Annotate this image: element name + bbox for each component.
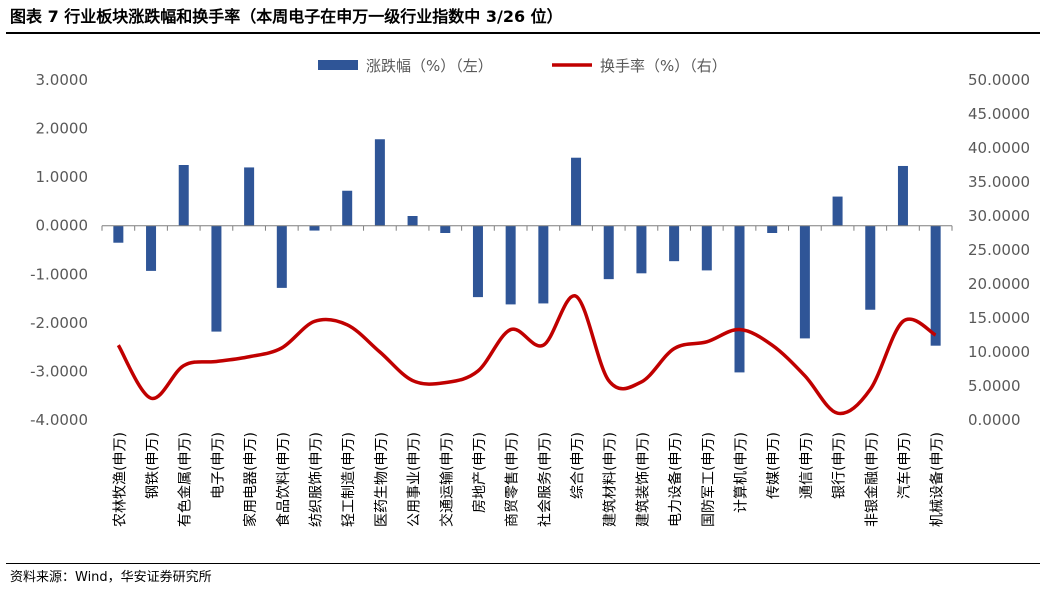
category-label: 医药生物(申万) xyxy=(374,432,390,527)
right-axis: 50.0000 45.0000 40.0000 35.0000 30.0000 25.00… xyxy=(968,71,1030,429)
bar xyxy=(571,157,582,226)
right-tick-label: 45.0000 xyxy=(968,105,1030,123)
left-tick-label: 3.0000 xyxy=(36,71,89,89)
left-tick-label: -4.0000 xyxy=(30,411,88,429)
turnover-line xyxy=(116,294,937,416)
bar xyxy=(440,225,451,233)
bar xyxy=(276,225,287,288)
right-tick-label: 5.0000 xyxy=(968,377,1021,395)
title-divider xyxy=(6,32,1040,34)
category-label: 有色金属(申万) xyxy=(177,432,194,527)
turnover-line-series xyxy=(116,294,937,416)
legend: 涨跌幅（%）（左） 换手率（%）（右） xyxy=(318,57,727,75)
right-tick-label: 40.0000 xyxy=(968,139,1030,157)
category-label: 食品饮料(申万) xyxy=(275,432,292,527)
category-label: 建筑材料(申万) xyxy=(603,432,619,527)
category-label: 传媒(申万) xyxy=(766,432,782,499)
left-axis: 3.0000 2.0000 1.0000 0.0000 -1.0000 -2.0000 -3… xyxy=(30,71,88,429)
right-tick-label: 30.0000 xyxy=(968,207,1030,225)
source-note: 资料来源：Wind，华安证券研究所 xyxy=(10,570,212,585)
right-tick-label: 20.0000 xyxy=(968,275,1030,293)
bar xyxy=(538,225,549,304)
legend-line-label: 换手率（%）（右） xyxy=(600,57,727,75)
category-label: 通信(申万) xyxy=(799,432,815,499)
bar xyxy=(374,139,385,226)
bar xyxy=(767,225,778,233)
left-tick-label: -1.0000 xyxy=(30,265,88,283)
bar xyxy=(309,225,320,231)
bar xyxy=(669,225,680,262)
legend-bar-label: 涨跌幅（%）（左） xyxy=(366,57,493,75)
left-tick-label: -3.0000 xyxy=(30,362,88,380)
bar xyxy=(734,225,745,373)
category-label: 商贸零售(申万) xyxy=(505,432,521,527)
category-label: 非银金融(申万) xyxy=(864,432,880,527)
legend-bar-swatch xyxy=(318,60,358,70)
category-label: 电力设备(申万) xyxy=(667,432,684,527)
bar xyxy=(865,225,876,310)
category-label: 钢铁(申万) xyxy=(145,432,161,499)
bar xyxy=(211,225,222,332)
category-label: 房地产(申万) xyxy=(472,432,488,513)
category-label: 交通运输(申万) xyxy=(438,432,455,527)
category-label: 汽车(申万) xyxy=(896,432,913,499)
bar xyxy=(930,225,941,346)
category-label: 电子(申万) xyxy=(210,432,226,499)
bar xyxy=(407,216,418,226)
bar xyxy=(505,225,516,305)
category-label: 农林牧渔(申万) xyxy=(112,432,128,527)
bar xyxy=(603,225,614,280)
category-labels: 农林牧渔(申万) 钢铁(申万) 有色金属(申万) 电子(申万) 家用电器(申万) 食品饮料… xyxy=(101,225,953,527)
bar xyxy=(113,225,124,243)
bar xyxy=(701,225,712,271)
bar xyxy=(636,225,647,274)
category-label: 轻工制造(申万) xyxy=(341,432,357,527)
category-label: 综合(申万) xyxy=(570,432,586,499)
left-tick-label: 1.0000 xyxy=(36,168,89,186)
bar xyxy=(799,225,810,339)
bar xyxy=(146,225,157,271)
source-divider xyxy=(6,563,1040,564)
bar xyxy=(244,167,255,226)
category-label: 家用电器(申万) xyxy=(242,432,259,527)
left-tick-label: -2.0000 xyxy=(30,314,88,332)
bar xyxy=(832,196,843,226)
category-label: 银行(申万) xyxy=(832,432,848,499)
right-tick-label: 50.0000 xyxy=(968,71,1030,89)
bar xyxy=(178,165,189,226)
category-label: 建筑装饰(申万) xyxy=(635,432,651,527)
right-tick-label: 0.0000 xyxy=(968,411,1021,429)
category-label: 纺织服饰(申万) xyxy=(309,432,325,527)
right-tick-label: 35.0000 xyxy=(968,173,1030,191)
right-tick-label: 10.0000 xyxy=(968,343,1030,361)
category-label: 机械设备(申万) xyxy=(929,432,946,527)
bar xyxy=(897,165,908,226)
right-tick-label: 25.0000 xyxy=(968,241,1030,259)
bar xyxy=(342,190,353,226)
left-tick-label: 2.0000 xyxy=(36,120,89,138)
category-label: 公用事业(申万) xyxy=(407,432,423,527)
category-label: 国防军工(申万) xyxy=(701,432,717,527)
bar xyxy=(472,225,483,298)
left-tick-label: 0.0000 xyxy=(36,217,89,235)
right-tick-label: 15.0000 xyxy=(968,309,1030,327)
bar-series xyxy=(113,139,941,373)
figure-title: 图表 7 行业板块涨跌幅和换手率（本周电子在申万一级行业指数中 3/26 位） xyxy=(10,7,563,26)
category-label: 计算机(申万) xyxy=(734,432,750,513)
category-label: 社会服务(申万) xyxy=(537,432,553,527)
